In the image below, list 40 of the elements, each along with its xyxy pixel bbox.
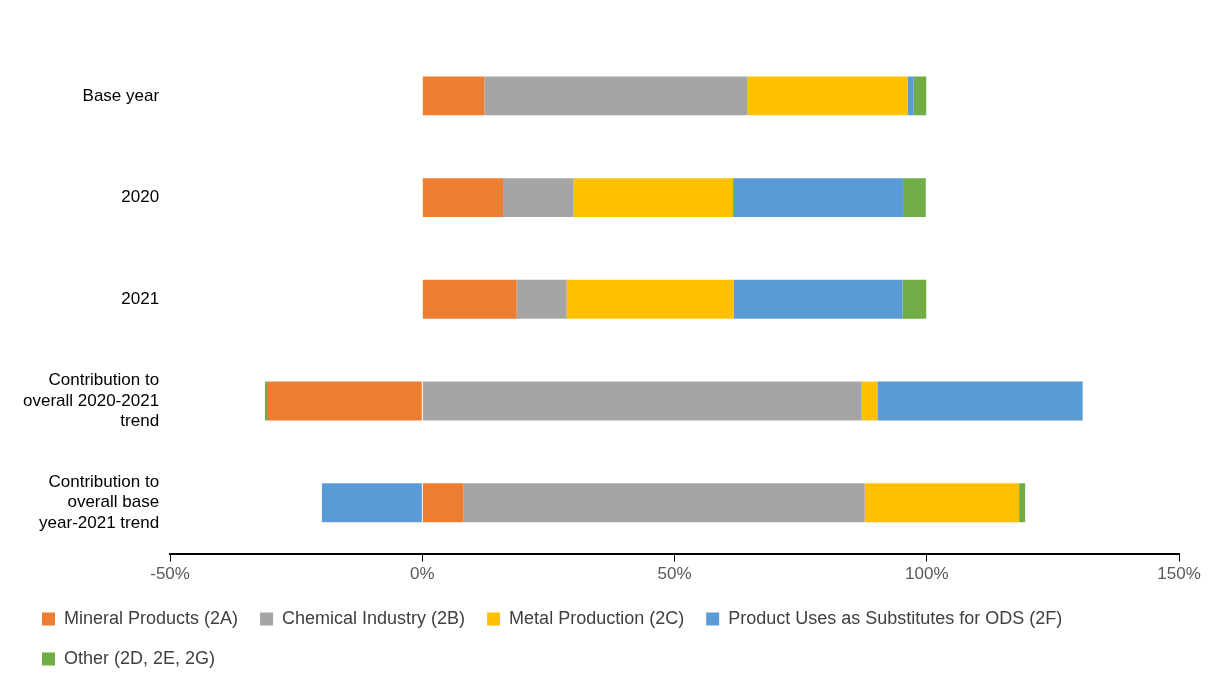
bar xyxy=(422,381,862,421)
bar xyxy=(264,381,268,421)
y-tick-label: Contribution to overall base year-2021 trend xyxy=(39,472,160,532)
legend-label: Chemical Industry (2B) xyxy=(282,607,466,628)
bar xyxy=(463,483,865,523)
x-tick-label: 100% xyxy=(905,564,949,584)
bar xyxy=(422,178,504,218)
legend-label: Product Uses as Substitutes for ODS (2F) xyxy=(728,607,1063,628)
bar xyxy=(864,483,1020,523)
bar xyxy=(484,76,748,116)
y-tick-label: 2020 xyxy=(121,187,160,207)
bar xyxy=(907,76,914,116)
bar xyxy=(747,76,908,116)
bar xyxy=(1019,483,1026,523)
bar xyxy=(861,381,878,421)
bar xyxy=(573,178,734,218)
x-tick-label: 0% xyxy=(410,564,435,584)
bar xyxy=(422,483,464,523)
bar xyxy=(877,381,1083,421)
bar xyxy=(733,279,903,319)
y-tick-label: 2021 xyxy=(121,288,160,308)
bar xyxy=(902,279,927,319)
y-tick-label: Base year xyxy=(82,85,160,105)
bar xyxy=(733,178,904,218)
legend-label: Mineral Products (2A) xyxy=(64,607,239,628)
x-tick-label: 50% xyxy=(657,564,692,584)
bar xyxy=(503,178,574,218)
bar xyxy=(321,483,422,523)
bar xyxy=(903,178,926,218)
y-tick-label: Contribution to overall 2020-2021 trend xyxy=(22,370,160,431)
bar xyxy=(422,76,485,116)
x-tick-label: 150% xyxy=(1157,564,1201,584)
legend-label: Other (2D, 2E, 2G) xyxy=(64,647,216,668)
bar xyxy=(913,76,927,116)
bar xyxy=(566,279,734,319)
x-tick-label: -50% xyxy=(150,564,190,584)
bar xyxy=(422,279,517,319)
bar xyxy=(516,279,567,319)
bar xyxy=(267,381,422,421)
legend-label: Metal Production (2C) xyxy=(509,607,685,628)
